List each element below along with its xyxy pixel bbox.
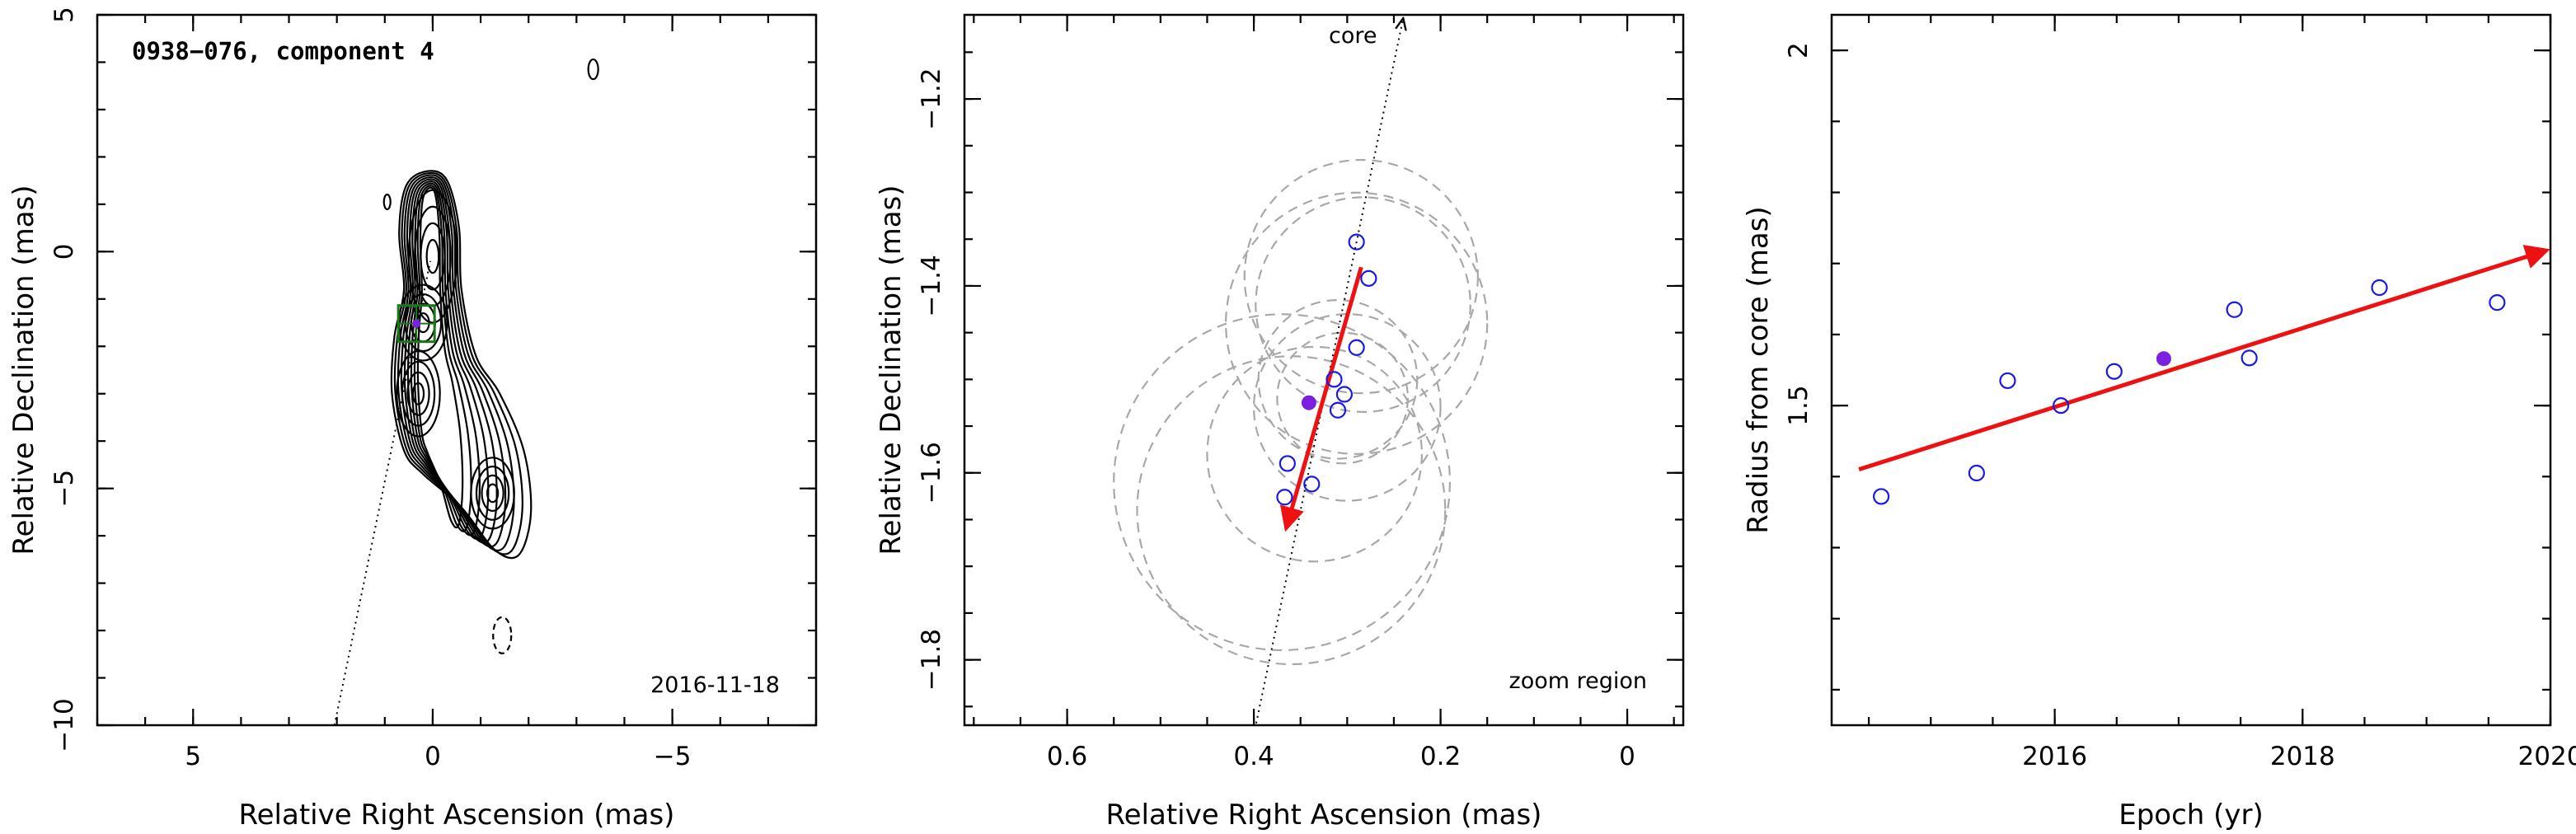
direction-line (1255, 18, 1403, 725)
panel-title: 0938−076, component 4 (132, 37, 434, 65)
data-point (2241, 349, 2258, 367)
y-axis-title: Relative Declination (mas) (7, 185, 40, 555)
epoch-label: 2016-11-18 (650, 672, 780, 698)
x-tick-label: 0 (1619, 742, 1635, 771)
x-axis-title: Epoch (yr) (2119, 799, 2264, 832)
zoom-region-panel: 0.6 0.4 0.2 0 −1.8 −1.6 −1.4 −1.2 core zoom re… (875, 13, 1685, 832)
data-point (1348, 233, 1365, 251)
contour-level (396, 349, 441, 438)
data-point (1279, 455, 1296, 472)
data-point (1335, 386, 1354, 403)
axis-ticks (96, 13, 818, 727)
data-point (1968, 464, 1986, 482)
contour-level (425, 238, 440, 274)
contour-level (407, 189, 458, 324)
data-point (2053, 397, 2070, 415)
error-circle (1113, 313, 1451, 652)
y-tick-label: 0 (49, 243, 79, 260)
contour-level (481, 474, 504, 513)
error-circle (1243, 158, 1479, 395)
contour-level (420, 222, 446, 291)
data-point (1329, 401, 1347, 419)
x-tick-labels: 0.6 0.4 0.2 0 (1047, 742, 1635, 771)
y-tick-label: 5 (49, 7, 79, 23)
plot-frame (963, 13, 1685, 727)
data-point (1999, 372, 2016, 390)
contour-level (411, 382, 425, 405)
data-point (1276, 489, 1293, 506)
x-tick-label: 0.4 (1233, 742, 1274, 771)
contour-level (406, 371, 430, 416)
data-point (2226, 301, 2243, 318)
y-tick-label: −10 (49, 698, 79, 752)
x-tick-label: −5 (654, 742, 692, 771)
y-tick-label: −1.6 (917, 442, 946, 504)
y-tick-labels: −1.8 −1.6 −1.4 −1.2 (917, 68, 946, 691)
contour-level (475, 465, 510, 521)
x-tick-labels: 5 0 −5 (185, 742, 691, 771)
x-tick-labels: 2016 2018 2020 (2022, 742, 2576, 771)
error-circle (1224, 191, 1489, 455)
x-tick-label: 0 (425, 742, 441, 771)
y-tick-label: 2 (1784, 42, 1814, 59)
x-axis-title: Relative Right Ascension (mas) (1106, 799, 1542, 832)
x-tick-label: 2016 (2022, 742, 2087, 771)
radius-epoch-panel: 2016 2018 2020 1.52 Epoch (yr) Radius from… (1742, 13, 2576, 832)
highlight-point (1301, 395, 1316, 410)
data-point (1326, 371, 1343, 388)
contour-level (486, 483, 500, 504)
x-axis-title: Relative Right Ascension (mas) (239, 799, 675, 832)
data-point (1303, 476, 1321, 493)
contour-level (492, 616, 513, 654)
zoom-region-annotation: zoom region (1509, 668, 1647, 694)
y-tick-labels: 1.52 (1784, 42, 1814, 426)
highlight-point (2156, 351, 2171, 367)
contour-level (406, 180, 490, 541)
error-circle (1276, 331, 1410, 465)
data-point (2371, 279, 2388, 297)
error-circle (1136, 355, 1447, 666)
error-circle (1255, 196, 1471, 413)
plot-frame (1830, 13, 2552, 727)
contour-level (401, 360, 436, 427)
contour-level (470, 457, 515, 530)
contour-level (587, 58, 599, 81)
axis-ticks (1832, 15, 2552, 725)
x-tick-label: 0.2 (1420, 742, 1461, 771)
core-annotation: core (1329, 23, 1377, 49)
y-tick-labels: −10 −5 0 5 (49, 7, 79, 752)
position-points (1276, 233, 1377, 506)
radius-points (1873, 279, 2506, 505)
axis-ticks (964, 15, 1683, 725)
y-tick-label: −5 (49, 470, 79, 508)
plot-frame (96, 13, 818, 727)
error-circles (1113, 158, 1489, 666)
data-point (1360, 269, 1377, 287)
x-tick-label: 0.6 (1047, 742, 1087, 771)
contour-level (382, 193, 392, 211)
x-tick-label: 2018 (2270, 742, 2335, 771)
y-tick-label: −1.4 (917, 255, 946, 316)
contour-level (416, 186, 464, 529)
y-axis-title: Radius from core (mas) (1742, 206, 1775, 533)
y-tick-label: −1.8 (917, 629, 946, 691)
data-point (1348, 339, 1365, 356)
contour-lines (382, 58, 599, 654)
component-marker (412, 319, 421, 328)
y-axis-title: Relative Declination (mas) (875, 185, 908, 555)
x-tick-label: 2020 (2518, 742, 2576, 771)
y-tick-label: 1.5 (1784, 385, 1814, 425)
trend-arrow (1858, 245, 2550, 472)
error-circle (1206, 345, 1424, 563)
data-point (2105, 363, 2123, 380)
error-circle (1252, 313, 1442, 502)
data-point (1873, 488, 1890, 505)
direction-line (333, 260, 432, 725)
contour-map-panel: 5 0 −5 −10 −5 0 5 0938−076, component 4 2016-… (7, 7, 818, 832)
velocity-arrow (1279, 266, 1363, 532)
data-point (2489, 294, 2506, 312)
x-tick-label: 5 (185, 742, 201, 771)
y-tick-label: −1.2 (917, 68, 946, 129)
